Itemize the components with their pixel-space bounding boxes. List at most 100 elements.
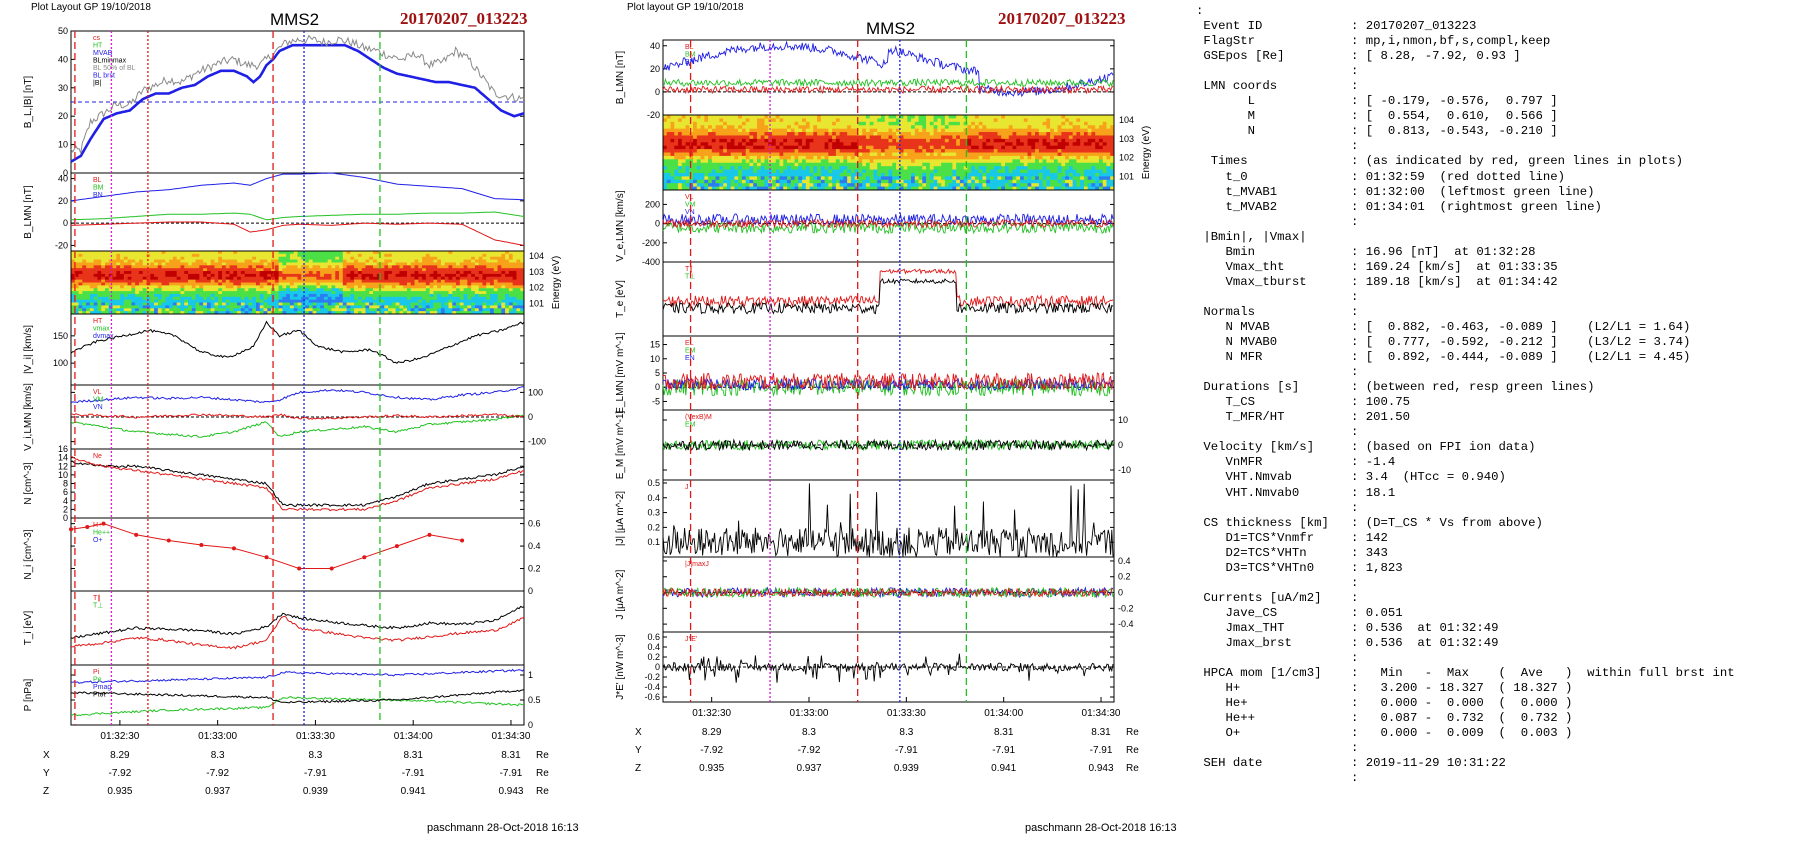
spectrogram-cell <box>993 159 998 164</box>
spectrogram-cell <box>756 166 762 171</box>
spectrogram-cell <box>843 135 848 140</box>
spectrogram-cell <box>214 285 219 289</box>
spectrogram-cell <box>982 172 987 177</box>
spectrogram-cell <box>497 276 502 281</box>
spectrogram-cell <box>764 125 769 130</box>
spectrogram-cell <box>191 305 197 309</box>
spectrogram-cell <box>1012 121 1017 126</box>
spectrogram-cell <box>516 256 521 261</box>
spectrogram-cell <box>184 308 189 312</box>
spectrogram-cell <box>406 285 412 289</box>
spectrogram-cell <box>478 276 483 281</box>
spectrogram-cell <box>967 121 972 126</box>
spectrogram-cell <box>501 265 506 269</box>
spectrogram-cell <box>824 149 829 153</box>
spectrogram-cell <box>259 268 265 272</box>
spectrogram-cell <box>467 265 472 269</box>
spectrogram-cell <box>395 259 400 263</box>
spectrogram-cell <box>847 166 852 171</box>
spectrogram-cell <box>222 259 227 263</box>
spectrogram-cell <box>150 291 155 295</box>
spectrogram-cell <box>161 265 166 269</box>
spectrogram-cell <box>835 155 841 160</box>
spectrogram-cell <box>674 179 679 184</box>
spectrogram-cell <box>959 132 965 136</box>
spectrogram-cell <box>203 279 208 283</box>
legend-label: BN <box>93 192 103 199</box>
spectrogram-cell <box>478 256 483 261</box>
spectrogram-cell <box>346 256 351 261</box>
spectrogram-cell <box>301 279 306 283</box>
spectrogram-cell <box>880 118 886 123</box>
spectrogram-cell <box>440 251 446 255</box>
spectrogram-cell <box>104 299 110 304</box>
spectrogram-cell <box>248 305 253 309</box>
spectrogram-cell <box>753 138 758 143</box>
spectrogram-cell <box>685 179 690 184</box>
spectrogram-cell <box>316 311 321 315</box>
spectrogram-cell <box>896 159 901 164</box>
spectrogram-cell <box>414 271 419 275</box>
spectrogram-cell <box>101 271 106 275</box>
spectrogram-cell <box>847 176 852 181</box>
spectrogram-cell <box>764 176 769 181</box>
spectrogram-cell <box>741 162 747 167</box>
spectrogram-cell <box>286 302 291 306</box>
spectrogram-cell <box>331 268 336 272</box>
spectrogram-cell <box>278 296 283 301</box>
spectrogram-cell <box>104 262 110 266</box>
spectrogram-cell <box>259 305 265 309</box>
spectrogram-cell <box>395 308 400 312</box>
spectrogram-cell <box>312 288 317 292</box>
spectrogram-cell <box>161 271 166 275</box>
spectrogram-cell <box>312 265 317 269</box>
spectrogram-cell <box>112 296 117 301</box>
spectrogram-cell <box>486 256 491 261</box>
spectrogram-cell <box>892 176 897 181</box>
spectrogram-cell <box>459 279 465 283</box>
spectrogram-cell <box>150 262 155 266</box>
spectrogram-cell <box>982 166 987 171</box>
spectrogram-cell <box>199 251 204 255</box>
spectrogram-cell <box>293 311 298 315</box>
spectrogram-cell <box>749 162 754 167</box>
spectrogram-cell <box>301 268 306 272</box>
spectrogram-cell <box>354 299 359 304</box>
spectrogram-cell <box>320 285 325 289</box>
spectrogram-cell <box>809 155 814 160</box>
spectrogram-cell <box>146 271 151 275</box>
spectrogram-cell <box>670 138 675 143</box>
spectrogram-cell <box>956 183 961 188</box>
spectrogram-cell <box>395 262 400 266</box>
spectrogram-cell <box>1012 149 1017 153</box>
spectrogram-cell <box>437 271 442 275</box>
spectrogram-cell <box>286 251 291 255</box>
spectrogram-cell <box>433 285 438 289</box>
spectrogram-cell <box>986 155 991 160</box>
spectrogram-cell <box>490 271 495 275</box>
spectrogram-cell <box>715 128 720 133</box>
spectrogram-cell <box>493 302 499 306</box>
spectrogram-cell <box>516 305 521 309</box>
spectrogram-cell <box>369 271 374 275</box>
spectrogram-cell <box>711 121 717 126</box>
series-line-T_perp <box>70 605 525 639</box>
spectrogram-cell <box>210 299 215 304</box>
spectrogram-cell <box>146 256 151 261</box>
spectrogram-cell <box>225 256 231 261</box>
spectrogram-cell <box>297 299 302 304</box>
spectrogram-cell <box>1008 138 1014 143</box>
spectrogram-cell <box>259 253 265 258</box>
spectrogram-cell <box>327 262 332 266</box>
spectrogram-cell <box>809 142 814 147</box>
spectrogram-cell <box>263 273 268 278</box>
data-point <box>85 524 90 529</box>
spectrogram-cell <box>376 296 382 301</box>
spectrogram-cell <box>252 253 257 258</box>
spectrogram-cell <box>395 256 400 261</box>
spectrogram-cell <box>854 176 859 181</box>
spectrogram-cell <box>425 311 431 315</box>
spectrogram-cell <box>444 262 449 266</box>
spectrogram-cell <box>689 179 694 184</box>
spectrogram-cell <box>89 276 95 281</box>
